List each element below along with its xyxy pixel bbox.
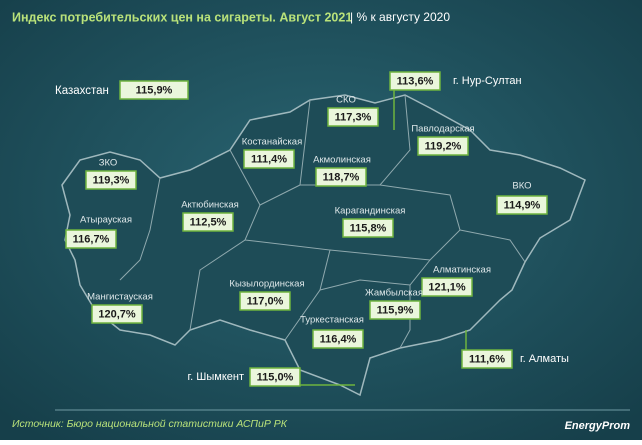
value-label: 118,7%	[323, 171, 360, 183]
value-box	[91, 304, 143, 324]
region-name: г. Алматы	[520, 353, 569, 365]
value-box	[249, 367, 301, 387]
value-label: 113,6%	[397, 75, 434, 87]
border	[399, 285, 411, 349]
value-label: 115,8%	[350, 222, 387, 234]
value-label: 116,4%	[320, 333, 357, 345]
value-box	[65, 229, 117, 249]
region-name: ВКО	[512, 181, 531, 192]
region-name: Атырауская	[80, 215, 132, 226]
value-box	[369, 300, 421, 320]
region-name: г. Нур-Султан	[453, 75, 522, 87]
region-name: Акмолинская	[313, 155, 371, 166]
value-label: 119,2%	[425, 140, 462, 152]
value-label: 117,0%	[247, 295, 284, 307]
value-box	[342, 218, 394, 238]
region-name: Актюбинская	[181, 200, 239, 211]
value-box	[389, 71, 441, 91]
border	[319, 259, 431, 291]
region-name: г. Шымкент	[188, 371, 245, 383]
region-name: Мангистауская	[87, 292, 153, 303]
value-label: 116,7%	[73, 233, 110, 245]
value-label: 120,7%	[98, 308, 136, 320]
value-box	[85, 170, 137, 190]
region-name: ЗКО	[99, 158, 118, 169]
title: Индекс потребительских цен на сигареты. …	[12, 10, 352, 24]
region-name: Жамбылская	[365, 288, 423, 299]
region-name: СКО	[336, 95, 356, 106]
value-box	[496, 195, 548, 215]
value-label: 111,4%	[251, 153, 287, 165]
value-box	[312, 329, 364, 349]
value-box	[327, 107, 379, 127]
region-name: Туркестанская	[300, 315, 364, 326]
value-box	[315, 167, 367, 187]
region-name: Алматинская	[433, 265, 491, 276]
value-label: 111,6%	[469, 353, 505, 365]
region-name: Павлодарская	[411, 124, 474, 135]
source: Источник: Бюро национальной статистики А…	[12, 418, 288, 430]
country-outline	[61, 94, 586, 397]
value-box	[182, 212, 234, 232]
value-label: 112,5%	[190, 216, 227, 228]
value-box	[119, 80, 189, 100]
value-label: 117,3%	[335, 111, 372, 123]
border	[119, 177, 161, 281]
value-label: 114,9%	[504, 199, 541, 211]
region-name: Костанайская	[242, 137, 302, 148]
region-name: Карагандинская	[335, 206, 406, 217]
value-box	[421, 277, 473, 297]
value-box	[417, 136, 469, 156]
value-label: 115,9%	[377, 304, 414, 316]
region-borders	[119, 94, 526, 349]
region-name: Казахстан	[55, 85, 109, 97]
value-box	[243, 149, 295, 169]
region-name: Кызылординская	[229, 279, 304, 290]
value-label: 115,0%	[257, 371, 294, 383]
border	[459, 229, 526, 263]
value-label: 115,9%	[136, 84, 173, 96]
value-box	[461, 349, 513, 369]
brand: EnergyProm	[565, 420, 631, 432]
value-label: 121,1%	[428, 281, 466, 293]
value-box	[239, 291, 291, 311]
border	[244, 239, 331, 341]
value-label: 119,3%	[93, 174, 130, 186]
subtitle: | % к августу 2020	[350, 10, 450, 24]
